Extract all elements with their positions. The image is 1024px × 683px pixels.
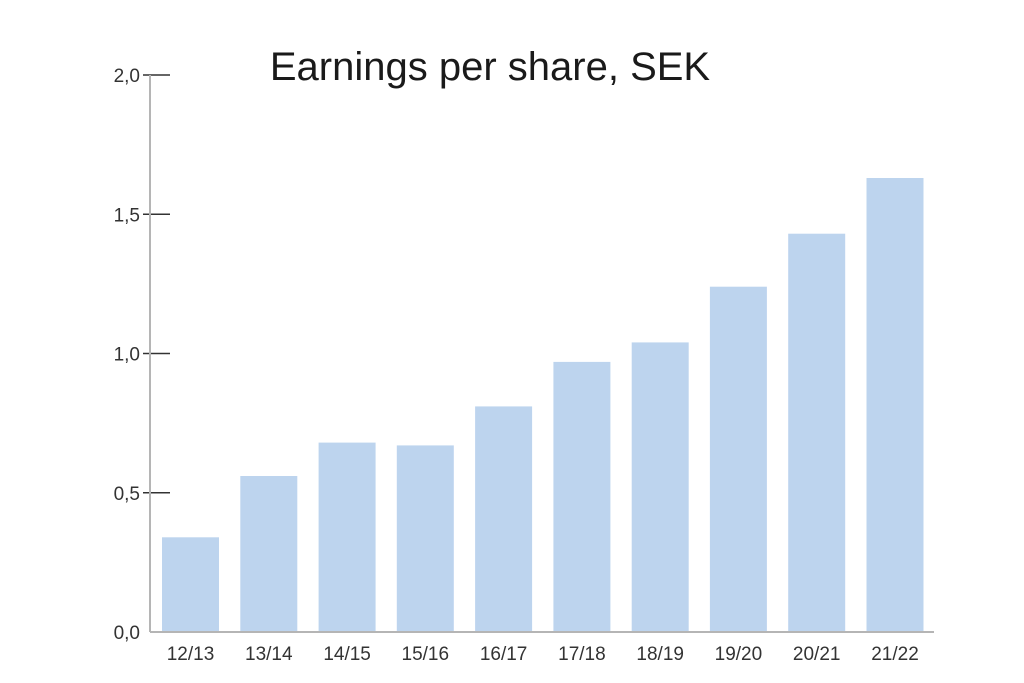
chart-title: Earnings per share, SEK bbox=[270, 45, 711, 89]
bar-16-17 bbox=[475, 406, 533, 632]
x-tick-label: 21/22 bbox=[871, 644, 919, 665]
y-tick-label: 0,5 bbox=[114, 484, 140, 505]
x-tick-label: 12/13 bbox=[167, 644, 215, 665]
x-tick-label: 20/21 bbox=[793, 644, 841, 665]
bar-17-18 bbox=[553, 361, 611, 632]
x-tick-label: 15/16 bbox=[402, 644, 450, 665]
bar-20-21 bbox=[788, 233, 846, 632]
x-tick-label: 17/18 bbox=[558, 644, 606, 665]
bars-group bbox=[162, 178, 924, 632]
y-tick-label: 1,0 bbox=[114, 345, 140, 366]
x-tick-label: 16/17 bbox=[480, 644, 528, 665]
y-axis-ticks: 0,0 0,5 1,0 1,5 2,0 bbox=[114, 66, 170, 644]
bar-18-19 bbox=[631, 342, 689, 632]
x-tick-label: 13/14 bbox=[245, 644, 293, 665]
bar-14-15 bbox=[318, 442, 376, 632]
bar-21-22 bbox=[866, 178, 924, 632]
x-tick-label: 14/15 bbox=[323, 644, 371, 665]
x-tick-label: 19/20 bbox=[715, 644, 763, 665]
bar-12-13 bbox=[162, 537, 219, 632]
bar-13-14 bbox=[240, 476, 298, 632]
y-tick-label: 1,5 bbox=[114, 205, 140, 226]
y-tick-label: 2,0 bbox=[114, 66, 140, 87]
x-tick-label: 18/19 bbox=[636, 644, 684, 665]
bar-19-20 bbox=[709, 286, 767, 632]
bar-15-16 bbox=[396, 445, 454, 632]
y-tick-label: 0,0 bbox=[114, 623, 140, 644]
x-tick-labels: 12/13 13/14 14/15 15/16 16/17 17/18 18/19 19/20… bbox=[167, 644, 919, 665]
